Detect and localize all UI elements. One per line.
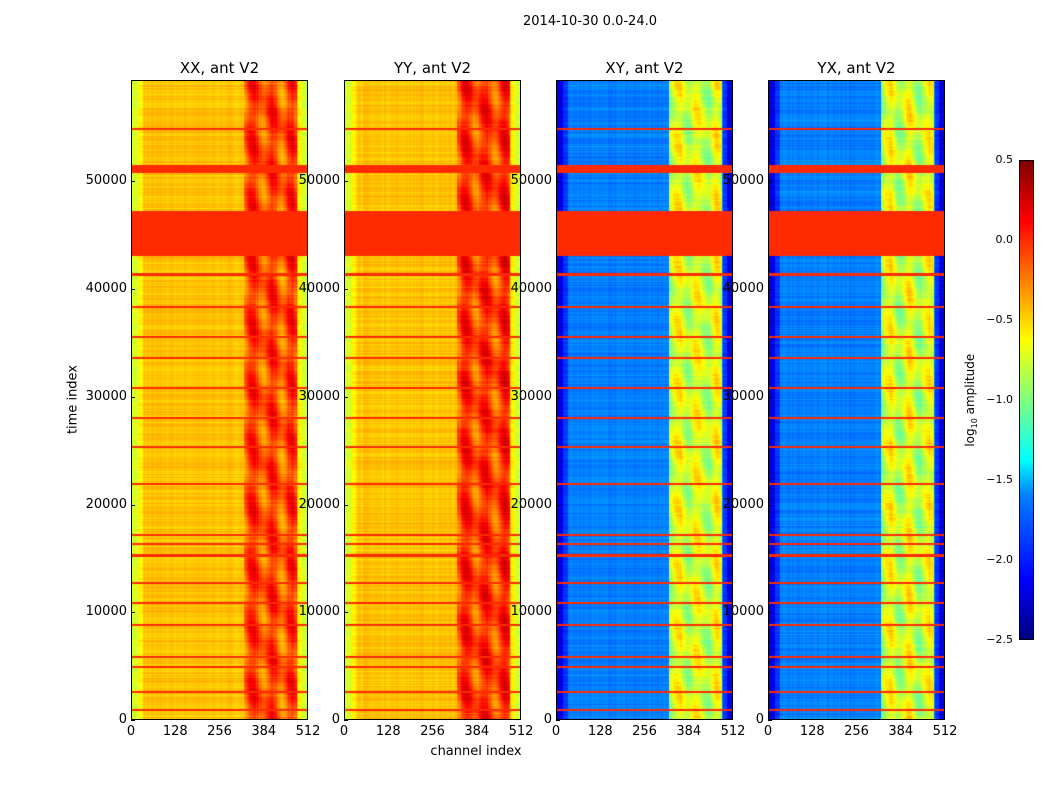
y-tick-mark <box>556 504 560 506</box>
y-tick-mark <box>344 289 348 291</box>
y-tick-mark <box>131 612 135 614</box>
x-tick-label: 256 <box>420 724 445 739</box>
y-tick-label: 0 <box>118 712 127 727</box>
y-tick-label: 20000 <box>298 496 340 512</box>
x-tick-label: 0 <box>551 724 561 739</box>
y-tick-mark <box>344 396 348 398</box>
y-tick-mark <box>556 612 560 614</box>
colorbar-tick-label: −0.5 <box>986 313 1013 326</box>
figure-title: 2014-10-30 0.0-24.0 <box>523 14 657 29</box>
x-tick-label: 384 <box>888 724 914 739</box>
colorbar-label-sub: 10 <box>970 418 980 429</box>
y-tick-label: 10000 <box>298 604 340 620</box>
y-tick-label: 10000 <box>722 604 764 620</box>
y-tick-mark <box>131 289 135 291</box>
x-tick-label: 512 <box>932 724 958 739</box>
y-tick-mark <box>131 181 135 183</box>
y-tick-label: 50000 <box>722 173 764 189</box>
colorbar-label-log: log <box>962 428 977 447</box>
colorbar-tick-label: −1.5 <box>986 473 1013 486</box>
x-tick-label: 256 <box>844 724 869 739</box>
x-tick-label: 256 <box>207 724 232 739</box>
y-tick-label: 40000 <box>510 281 552 297</box>
y-tick-label: 0 <box>755 712 764 727</box>
x-tick-label: 384 <box>464 724 490 739</box>
heatmap-panel <box>344 80 521 720</box>
y-tick-label: 0 <box>543 712 552 727</box>
y-tick-label: 30000 <box>85 388 127 404</box>
y-tick-mark <box>768 396 772 398</box>
y-tick-label: 40000 <box>298 281 340 297</box>
heatmap-panel <box>556 80 733 720</box>
x-tick-label: 256 <box>632 724 657 739</box>
y-tick-mark <box>344 720 348 721</box>
x-tick-label: 512 <box>295 724 321 739</box>
colorbar-label-text: amplitude <box>962 353 977 419</box>
y-tick-mark <box>556 396 560 398</box>
x-tick-label: 384 <box>676 724 702 739</box>
heatmap-canvas <box>769 81 944 719</box>
y-tick-mark <box>131 504 135 506</box>
x-tick-label: 0 <box>763 724 773 739</box>
heatmap-panel <box>131 80 308 720</box>
y-tick-mark <box>556 289 560 291</box>
colorbar-tick-label: −2.5 <box>986 633 1013 646</box>
colorbar-tick-label: 0.5 <box>995 153 1014 166</box>
y-tick-mark <box>556 181 560 183</box>
x-tick-label: 0 <box>126 724 136 739</box>
x-tick-label: 128 <box>162 724 188 739</box>
x-axis-label: channel index <box>430 744 522 759</box>
y-tick-label: 40000 <box>85 281 127 297</box>
y-tick-label: 30000 <box>722 388 764 404</box>
colorbar-tick-label: −1.0 <box>986 393 1013 406</box>
panel-title: YY, ant V2 <box>393 59 471 77</box>
x-tick-label: 512 <box>508 724 534 739</box>
y-tick-label: 20000 <box>510 496 552 512</box>
y-tick-mark <box>556 720 560 721</box>
colorbar-tick-label: 0.0 <box>995 233 1014 246</box>
y-tick-label: 30000 <box>298 388 340 404</box>
heatmap-panel <box>768 80 945 720</box>
x-tick-label: 384 <box>251 724 277 739</box>
y-tick-label: 50000 <box>85 173 127 189</box>
y-tick-mark <box>768 289 772 291</box>
colorbar <box>1019 160 1034 640</box>
panel-title: XY, ant V2 <box>605 59 684 77</box>
x-tick-label: 128 <box>587 724 613 739</box>
y-tick-mark <box>344 612 348 614</box>
y-tick-mark <box>768 181 772 183</box>
y-axis-label: time index <box>65 364 81 435</box>
y-tick-label: 20000 <box>722 496 764 512</box>
y-tick-mark <box>131 720 135 721</box>
heatmap-canvas <box>132 81 307 719</box>
y-tick-label: 40000 <box>722 281 764 297</box>
panel-title: XX, ant V2 <box>179 59 260 77</box>
y-tick-mark <box>131 396 135 398</box>
y-tick-label: 10000 <box>510 604 552 620</box>
y-tick-mark <box>768 720 772 721</box>
y-tick-label: 20000 <box>85 496 127 512</box>
panel-title: YX, ant V2 <box>817 59 896 77</box>
y-tick-mark <box>344 504 348 506</box>
colorbar-tick-label: −2.0 <box>986 553 1013 566</box>
y-tick-label: 50000 <box>510 173 552 189</box>
y-tick-label: 30000 <box>510 388 552 404</box>
y-tick-label: 50000 <box>298 173 340 189</box>
heatmap-canvas <box>557 81 732 719</box>
x-tick-label: 128 <box>799 724 825 739</box>
y-tick-mark <box>768 504 772 506</box>
y-tick-mark <box>344 181 348 183</box>
x-tick-label: 0 <box>339 724 349 739</box>
y-tick-mark <box>768 612 772 614</box>
y-tick-label: 10000 <box>85 604 127 620</box>
heatmap-canvas <box>345 81 520 719</box>
y-tick-label: 0 <box>331 712 340 727</box>
x-tick-label: 128 <box>375 724 401 739</box>
x-tick-label: 512 <box>720 724 746 739</box>
